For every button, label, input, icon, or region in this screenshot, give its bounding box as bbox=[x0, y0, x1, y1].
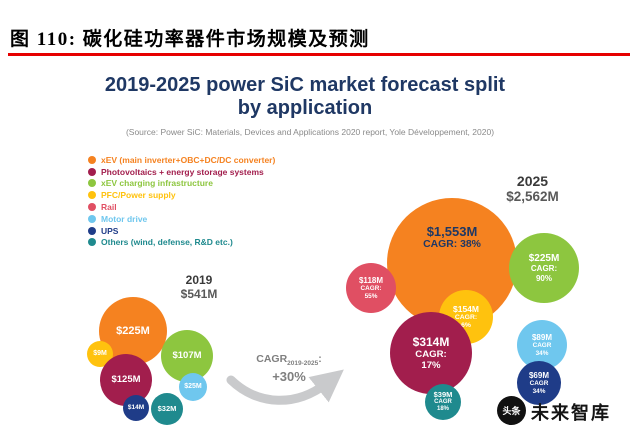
legend-color-dot bbox=[88, 226, 96, 235]
legend-label: Photovoltaics + energy storage systems bbox=[101, 166, 264, 177]
cagr-value: +30% bbox=[272, 369, 306, 385]
year-label-2025: 2025 bbox=[516, 173, 549, 189]
bubble-cagr: CAGR bbox=[532, 342, 552, 350]
bubble-cagr: CAGR: bbox=[415, 348, 447, 360]
bubble-value: $9M bbox=[93, 349, 107, 357]
legend-label: xEV charging infrastructure bbox=[101, 178, 213, 189]
bubble-2019-14M: $14M bbox=[123, 395, 149, 421]
bubble-value: $314M bbox=[412, 334, 450, 349]
legend-label: PFC/Power supply bbox=[101, 190, 176, 201]
bubble-cagr: CAGR: bbox=[360, 285, 382, 293]
legend: xEV (main inverter+OBC+DC/DC converter) P… bbox=[88, 154, 275, 248]
legend-color-dot bbox=[88, 167, 96, 176]
group-label-2019: 2019 $541M bbox=[147, 273, 251, 301]
legend-item: UPS bbox=[88, 225, 275, 237]
chart-title: 2019-2025 power SiC market forecast spli… bbox=[55, 74, 555, 121]
legend-color-dot bbox=[88, 238, 96, 247]
bubble-value: $125M bbox=[111, 374, 141, 386]
legend-color-dot bbox=[88, 203, 96, 212]
bubble-value: $107M bbox=[172, 350, 202, 362]
bubble-cagr: 34% bbox=[535, 349, 549, 357]
legend-color-dot bbox=[88, 214, 96, 223]
bubble-2025-69M: $69M CAGR 34% bbox=[517, 361, 561, 405]
bubble-value: $225M bbox=[528, 252, 560, 264]
bubble-value: $1,553M bbox=[426, 224, 478, 239]
bubble-cagr: 6% bbox=[461, 322, 471, 329]
cagr-label: CAGR2019-2025: bbox=[256, 353, 322, 368]
legend-color-dot bbox=[88, 179, 96, 188]
bubble-cagr: CAGR: bbox=[530, 264, 558, 274]
bubble-cagr: 90% bbox=[535, 273, 552, 283]
bubble-cagr: CAGR: bbox=[454, 313, 478, 321]
bubble-2025-225M: $225M CAGR: 90% bbox=[509, 233, 579, 303]
legend-label: Rail bbox=[101, 202, 117, 213]
bubble-cagr: 34% bbox=[532, 387, 546, 395]
legend-color-dot bbox=[88, 155, 96, 164]
legend-label: Others (wind, defense, R&D etc.) bbox=[101, 237, 233, 248]
total-label-2025: $2,562M bbox=[506, 189, 559, 204]
bubble-2019-25M: $25M bbox=[179, 373, 207, 401]
year-label-2019: 2019 bbox=[185, 273, 213, 287]
toutiao-logo: 头条 bbox=[497, 396, 526, 425]
legend-color-dot bbox=[88, 191, 96, 200]
bubble-value: $39M bbox=[433, 389, 453, 399]
legend-item: PFC/Power supply bbox=[88, 189, 275, 201]
legend-item: Rail bbox=[88, 201, 275, 213]
chart-source: (Source: Power SiC: Materials, Devices a… bbox=[125, 127, 495, 137]
bubble-cagr: CAGR bbox=[529, 380, 549, 388]
bubble-cagr: CAGR bbox=[434, 399, 452, 406]
bubble-value: $154M bbox=[453, 303, 479, 314]
bubble-cagr: 18% bbox=[436, 406, 449, 413]
legend-label: Motor drive bbox=[101, 213, 148, 224]
bubble-cagr: 55% bbox=[364, 292, 378, 300]
figure-caption: 图 110: 碳化硅功率器件市场规模及预测 bbox=[10, 29, 370, 50]
total-label-2019: $541M bbox=[180, 287, 218, 301]
toutiao-logo-text: 头条 bbox=[502, 406, 521, 416]
bubble-value: $89M bbox=[531, 332, 552, 342]
legend-item: Photovoltaics + energy storage systems bbox=[88, 166, 275, 178]
cagr-note: CAGR2019-2025: +30% bbox=[238, 353, 340, 384]
group-label-2025: 2025 $2,562M bbox=[475, 173, 590, 204]
watermark-brand: 未来智库 bbox=[531, 403, 611, 423]
chart-title-line2: by application bbox=[237, 97, 373, 120]
bubble-cagr: CAGR: 38% bbox=[423, 239, 481, 251]
bubble-value: $14M bbox=[127, 404, 145, 412]
bubble-value: $225M bbox=[116, 324, 150, 337]
bubble-2025-118M: $118M CAGR: 55% bbox=[346, 263, 396, 313]
legend-label: UPS bbox=[101, 225, 119, 236]
bubble-2025-314M: $314M CAGR: 17% bbox=[390, 312, 472, 394]
legend-item: Others (wind, defense, R&D etc.) bbox=[88, 237, 275, 249]
bubble-2025-39M: $39M CAGR 18% bbox=[425, 384, 461, 420]
legend-item: Motor drive bbox=[88, 213, 275, 225]
bubble-value: $69M bbox=[528, 370, 549, 380]
legend-item: xEV (main inverter+OBC+DC/DC converter) bbox=[88, 154, 275, 166]
bubble-value: $32M bbox=[157, 403, 177, 413]
bubble-value: $25M bbox=[184, 382, 202, 390]
bubble-cagr: 17% bbox=[421, 360, 441, 372]
chart-title-line1: 2019-2025 power SiC market forecast spli… bbox=[104, 74, 506, 96]
legend-label: xEV (main inverter+OBC+DC/DC converter) bbox=[101, 154, 276, 165]
bubble-value: $118M bbox=[358, 275, 384, 285]
legend-item: xEV charging infrastructure bbox=[88, 178, 275, 190]
bubble-2019-32M: $32M bbox=[151, 393, 183, 425]
caption-underline bbox=[8, 53, 630, 56]
